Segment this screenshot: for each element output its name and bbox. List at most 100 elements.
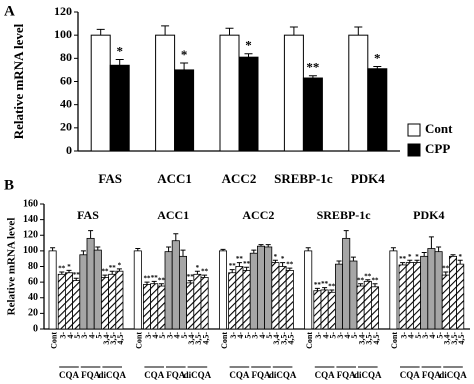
x-tick-label: Cont: [135, 332, 144, 349]
x-tick-label: 3,5-: [365, 332, 374, 345]
error-bar: [373, 65, 382, 69]
error-bar: [428, 236, 434, 249]
significance: **: [372, 276, 380, 284]
error-bar: [287, 267, 293, 271]
error-bar: [244, 53, 253, 58]
subgroup-label: CQA: [144, 370, 165, 380]
significance: *: [67, 263, 71, 271]
legend-swatch: [407, 143, 421, 157]
y-tick-label: 60: [28, 276, 38, 287]
y-tick-label: 80: [28, 261, 38, 272]
significance: *: [415, 253, 419, 261]
error-bar: [280, 262, 286, 267]
x-tick-label: 4-: [173, 332, 182, 339]
x-tick-label: 4-: [258, 332, 267, 339]
subgroup-label: diCQA: [98, 370, 126, 380]
bar: [48, 250, 57, 330]
x-tick-label: 3-: [336, 332, 345, 339]
error-bar: [407, 259, 413, 263]
x-tick-label: 4,5-: [116, 332, 125, 345]
bar: [363, 280, 372, 330]
x-tick-label: 3-: [229, 332, 238, 339]
error-bar: [272, 259, 278, 263]
subgroup-label: FQA: [422, 370, 441, 380]
significance: *: [408, 253, 412, 261]
error-bar: [244, 266, 250, 271]
x-tick-label: Cont: [305, 332, 314, 349]
bar: [434, 251, 443, 330]
x-tick-label: FAS: [98, 171, 122, 186]
bar: [304, 250, 313, 330]
x-tick-label: 3,4-: [187, 332, 196, 345]
bar: [186, 282, 195, 330]
bar: [320, 289, 329, 330]
subgroup-label: diCQA: [269, 370, 297, 380]
x-tick-label: 4-: [343, 332, 352, 339]
error-bar: [194, 270, 200, 275]
error-bar: [305, 247, 311, 251]
significance: *: [118, 261, 122, 269]
group-title: ACC1: [157, 208, 189, 222]
x-tick-label: 5-: [329, 332, 338, 339]
significance: **: [321, 280, 329, 288]
error-bar: [151, 280, 157, 284]
x-tick-label: 3,5-: [194, 332, 203, 345]
x-tick-label: 4-: [407, 332, 416, 339]
bar: [174, 69, 195, 152]
bar: [278, 266, 287, 330]
bar: [228, 272, 237, 330]
error-bar: [354, 26, 363, 36]
x-tick-label: ACC2: [222, 171, 257, 186]
error-bar: [390, 247, 396, 251]
bar: [249, 252, 258, 330]
error-bar: [336, 260, 342, 265]
y-tick-label: 140: [23, 214, 38, 225]
error-bar: [220, 248, 226, 251]
error-bar: [144, 281, 150, 285]
error-bar: [322, 287, 328, 290]
bar: [115, 270, 124, 330]
bar: [86, 237, 95, 330]
subgroup-label: CQA: [59, 370, 80, 380]
significance: **: [364, 272, 372, 280]
x-tick-label: 5-: [350, 332, 359, 339]
y-tick-label: 100: [54, 27, 72, 41]
x-tick-label: 3,4-: [272, 332, 281, 345]
x-tick-label: 3-: [59, 332, 68, 339]
subgroup-label: FQA: [252, 370, 271, 380]
x-tick-label: 4,5-: [372, 332, 381, 345]
bar: [389, 250, 398, 330]
y-tick-label: 160: [23, 198, 38, 209]
bar: [283, 34, 304, 152]
x-tick-label: 5-: [73, 332, 82, 339]
significance: **: [109, 264, 117, 272]
x-tick-label: PDK4: [351, 171, 385, 186]
group-title: ACC2: [242, 208, 274, 222]
bar: [349, 260, 358, 330]
significance: *: [458, 253, 462, 261]
bar: [65, 272, 74, 330]
significance: **: [151, 274, 159, 282]
bar: [334, 263, 343, 330]
x-tick-label: 4,5-: [457, 332, 466, 345]
y-tick-label: 40: [28, 292, 38, 303]
error-bar: [166, 246, 172, 252]
x-tick-label: Cont: [220, 332, 229, 349]
error-bar: [50, 247, 56, 251]
error-bar: [180, 249, 186, 257]
error-bar: [59, 271, 65, 275]
x-tick-label: 4-: [236, 332, 245, 339]
error-bar: [161, 25, 170, 36]
y-axis-label: Relative mRNA level: [6, 218, 18, 316]
error-bar: [400, 262, 406, 265]
error-bar: [96, 28, 105, 36]
error-bar: [102, 274, 108, 278]
y-tick-label: 0: [66, 143, 72, 157]
bar: [219, 34, 240, 152]
panel-label: A: [4, 3, 15, 19]
significance: **: [314, 281, 322, 289]
y-tick-label: 0: [33, 323, 38, 334]
y-tick-label: 120: [54, 4, 72, 18]
x-tick-label: 3,4-: [443, 332, 452, 345]
